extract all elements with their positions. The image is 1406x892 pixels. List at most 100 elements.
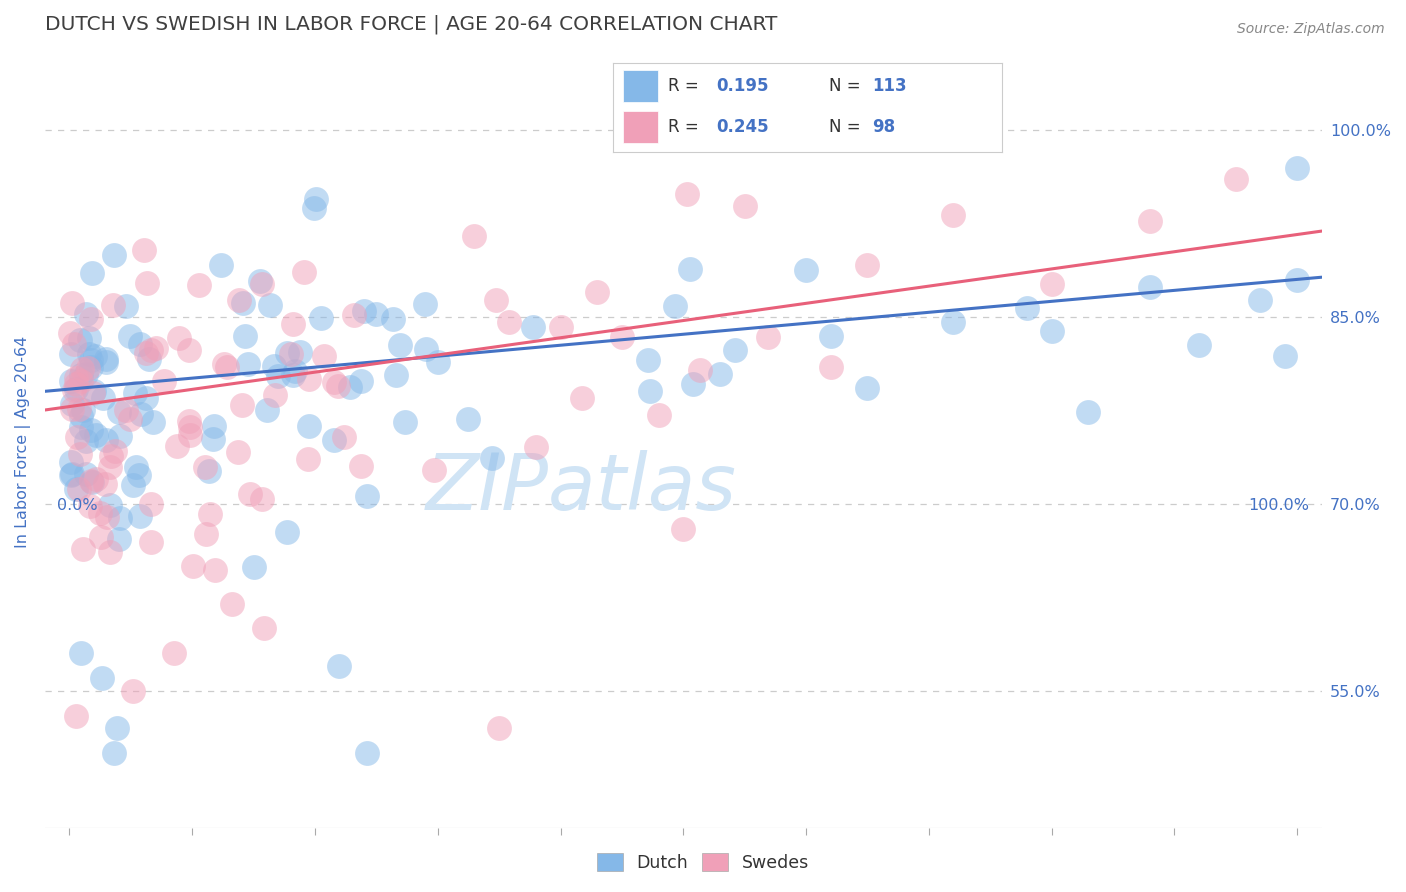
Point [60,397,83,411]
Point [610,329,633,343]
Point [1188,338,1211,352]
Point [195,526,218,541]
Point [80,359,103,374]
Point [481,451,503,466]
Point [80,266,103,280]
Point [59,468,82,483]
Point [198,464,221,478]
Point [709,367,731,381]
Point [79,331,101,345]
Point [276,524,298,539]
Point [96,355,118,369]
Point [94,351,117,366]
Point [103,746,125,760]
Point [302,202,325,216]
Point [675,187,697,202]
Point [69,447,91,461]
Point [62,402,84,417]
Point [110,510,132,524]
Point [72,403,94,417]
Point [70,420,93,434]
Point [79,499,101,513]
Point [682,376,704,391]
Point [80,311,103,326]
Point [226,445,249,459]
Point [756,330,779,344]
Point [107,532,129,546]
Point [69,333,91,347]
Point [84,428,107,442]
Point [228,293,250,308]
Point [1286,161,1309,176]
Point [794,263,817,277]
Point [349,458,371,473]
Point [181,559,204,574]
Point [65,376,87,391]
Point [231,399,253,413]
Point [415,342,437,356]
Point [62,337,84,351]
Point [281,317,304,331]
Point [394,415,416,429]
Point [343,308,366,322]
Point [253,622,276,636]
Point [100,449,122,463]
Point [83,384,105,398]
Point [385,368,408,383]
Point [1225,172,1247,186]
Point [70,647,93,661]
Point [60,295,83,310]
Point [457,412,479,426]
Point [292,265,315,279]
Point [366,307,388,321]
Point [498,315,520,329]
Point [298,372,321,386]
Point [94,476,117,491]
Point [166,438,188,452]
Text: ZIPatlas: ZIPatlas [426,450,737,526]
Point [91,671,114,685]
Point [65,708,87,723]
Point [96,510,118,524]
Point [280,347,302,361]
Point [177,414,200,428]
Point [94,433,117,447]
Point [108,429,131,443]
Point [132,243,155,257]
Point [586,285,609,300]
Point [356,746,378,760]
Point [232,295,254,310]
Point [72,361,94,376]
Point [381,312,404,326]
Point [1040,277,1063,291]
Point [204,563,226,577]
Point [93,391,115,405]
Point [422,463,444,477]
Point [188,278,211,293]
Point [129,336,152,351]
Text: 100.0%: 100.0% [1249,498,1309,513]
Point [121,683,143,698]
Point [77,346,100,360]
Point [125,460,148,475]
Point [153,374,176,388]
Point [65,482,87,496]
Point [221,597,243,611]
Point [136,276,159,290]
Point [1077,405,1099,419]
Point [322,375,344,389]
Point [59,326,82,340]
Point [82,475,104,490]
Point [135,346,157,360]
Point [305,192,328,206]
Point [1139,214,1161,228]
Point [267,369,290,384]
Point [141,535,163,549]
Y-axis label: In Labor Force | Age 20-64: In Labor Force | Age 20-64 [15,335,31,548]
Point [238,357,260,371]
Point [249,274,271,288]
Point [121,478,143,492]
Point [734,198,756,212]
Point [672,522,695,536]
Point [75,368,97,382]
